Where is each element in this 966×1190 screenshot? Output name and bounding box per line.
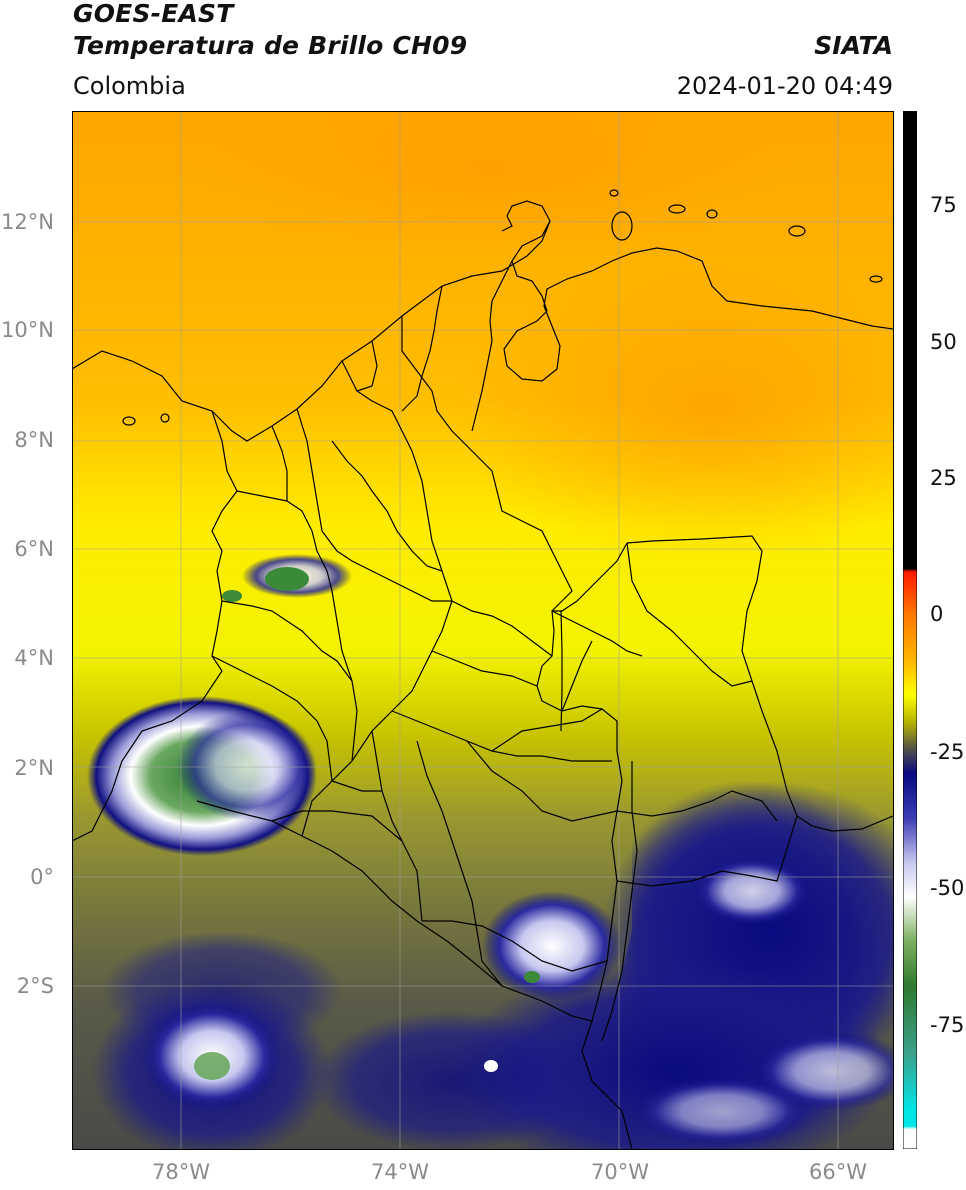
lat-label-2n: 2°N	[14, 756, 54, 780]
colorbar-label-neg75: -75	[930, 1013, 965, 1037]
colorbar-label-75: 75	[930, 193, 957, 217]
title-product: Temperatura de Brillo CH09	[73, 31, 468, 60]
lat-label-4n: 4°N	[14, 646, 54, 670]
lon-label-66w: 66°W	[809, 1160, 867, 1184]
timestamp-label: 2024-01-20 04:49	[676, 72, 893, 100]
title-satellite: GOES-EAST	[73, 0, 234, 28]
lon-label-78w: 78°W	[152, 1160, 210, 1184]
gridlines	[72, 111, 893, 1149]
lat-label-6n: 6°N	[14, 537, 54, 561]
brightness-field	[72, 111, 893, 1149]
lat-label-2s: 2°S	[16, 974, 54, 998]
colorbar-label-neg25: -25	[930, 740, 965, 764]
colorbar	[903, 111, 917, 1149]
region-label: Colombia	[73, 72, 186, 100]
colorbar-label-25: 25	[930, 466, 957, 490]
source-label: SIATA	[814, 31, 893, 60]
colorbar-label-0: 0	[930, 602, 944, 626]
lon-label-74w: 74°W	[371, 1160, 429, 1184]
coastlines-borders	[72, 189, 893, 1149]
lat-label-12n: 12°N	[1, 210, 54, 234]
colorbar-label-50: 50	[930, 330, 957, 354]
lon-label-70w: 70°W	[591, 1160, 649, 1184]
colorbar-label-neg50: -50	[930, 876, 965, 900]
lat-label-10n: 10°N	[1, 318, 54, 342]
lat-label-0: 0°	[30, 865, 54, 889]
lat-label-8n: 8°N	[14, 428, 54, 452]
satellite-map	[72, 111, 893, 1149]
